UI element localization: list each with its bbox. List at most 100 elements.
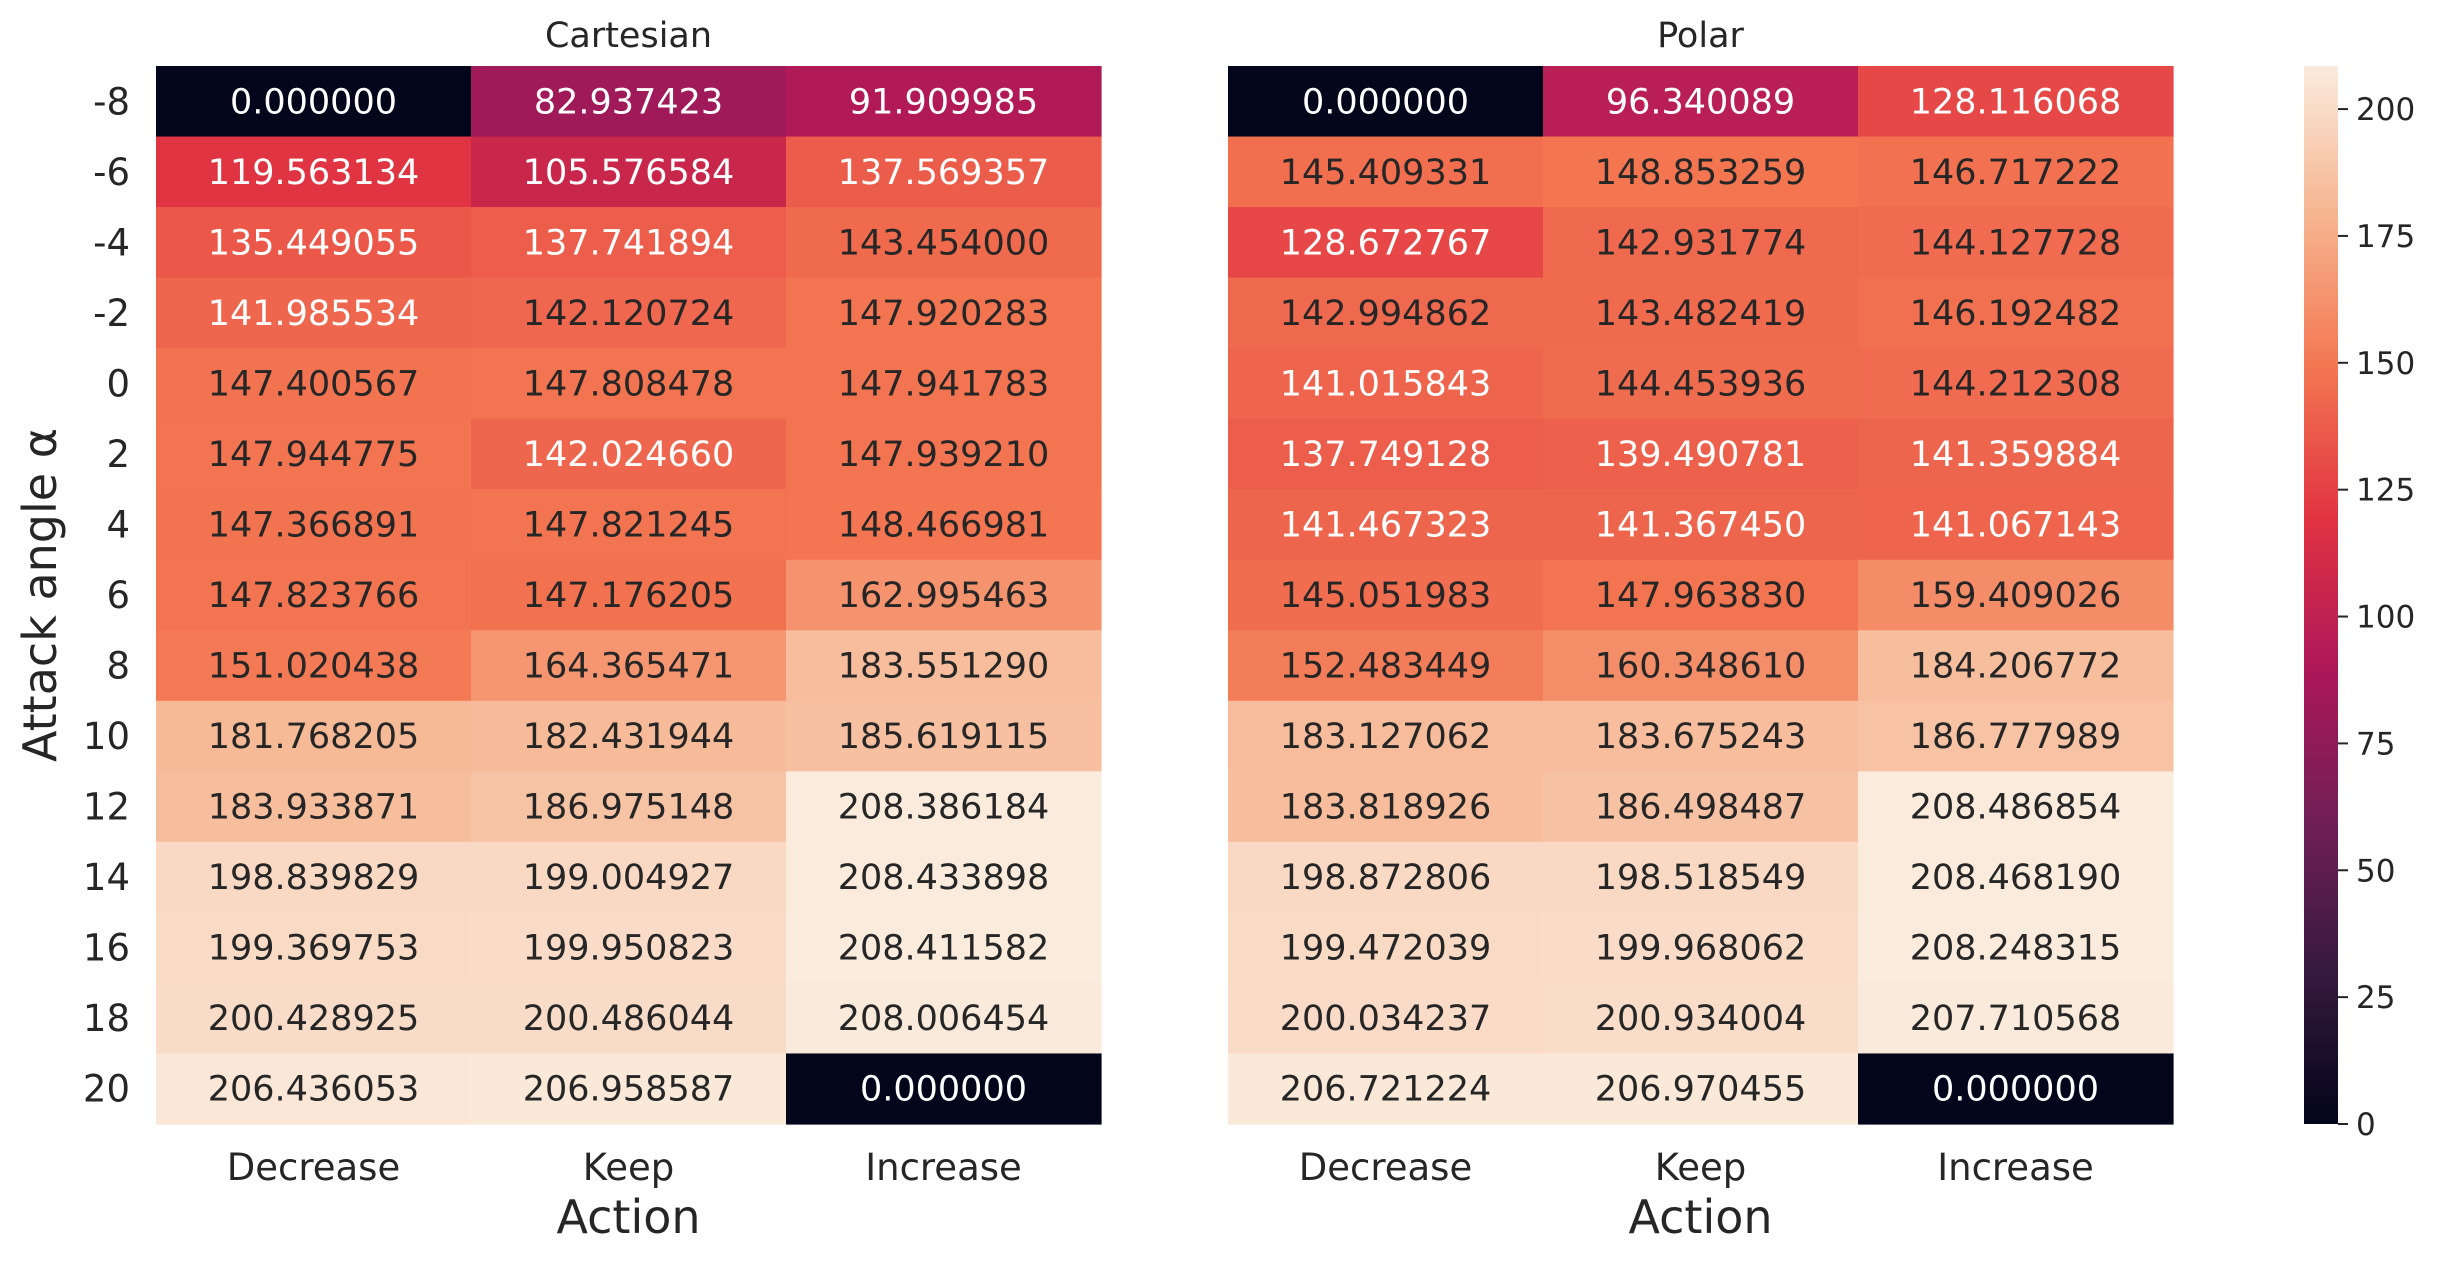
cell-value-label: 143.482419 <box>1595 294 1807 334</box>
heatmap-cell <box>156 559 472 631</box>
heatmap-cell <box>786 912 1102 984</box>
heatmap-cell <box>1228 700 1544 772</box>
cell-value-label: 147.941783 <box>838 364 1050 404</box>
heatmap-cell <box>1858 66 2174 138</box>
cell-value-label: 144.127728 <box>1910 223 2122 263</box>
cell-value-label: 207.710568 <box>1910 999 2122 1039</box>
colorbar-tick-label: 150 <box>2356 346 2415 382</box>
x-tick-label: Keep <box>583 1146 674 1189</box>
heatmap-cell <box>1543 559 1859 631</box>
cell-value-label: 146.717222 <box>1910 153 2122 193</box>
cell-value-label: 145.051983 <box>1280 576 1492 616</box>
y-tick-label: 4 <box>106 503 130 546</box>
y-tick-label: 10 <box>83 715 130 758</box>
heatmap-cell <box>471 207 787 279</box>
cell-value-label: 119.563134 <box>208 153 420 193</box>
heatmap-cell <box>471 277 787 349</box>
heatmap-cell <box>471 489 787 561</box>
cell-value-label: 183.818926 <box>1280 788 1492 828</box>
colorbar-tick-label: 175 <box>2356 219 2415 255</box>
heatmap-cell <box>1228 136 1544 208</box>
cell-value-label: 208.433898 <box>838 858 1050 898</box>
cell-value-label: 137.741894 <box>523 223 735 263</box>
x-axis-label: Action <box>556 1190 700 1244</box>
heatmap-cell <box>786 418 1102 490</box>
cell-value-label: 151.020438 <box>208 647 420 687</box>
colorbar-tick-label: 100 <box>2356 600 2415 636</box>
heatmap-cell <box>471 1053 787 1125</box>
heatmap-cell <box>786 630 1102 702</box>
cell-value-label: 147.821245 <box>523 505 735 545</box>
heatmap-cell <box>471 559 787 631</box>
heatmap-cell <box>786 1053 1102 1125</box>
cell-value-label: 184.206772 <box>1910 647 2122 687</box>
cell-value-label: 139.490781 <box>1595 435 1807 475</box>
cell-value-label: 181.768205 <box>208 717 420 757</box>
cell-value-label: 143.454000 <box>838 223 1050 263</box>
heatmap-cell <box>1543 1053 1859 1125</box>
heatmap-cell <box>1228 418 1544 490</box>
heatmap-cell <box>471 912 787 984</box>
y-tick-label: 0 <box>106 362 130 405</box>
heatmap-cell <box>1858 418 2174 490</box>
heatmap-cell <box>1543 136 1859 208</box>
y-tick-label: 14 <box>83 856 130 899</box>
heatmap-cell <box>471 700 787 772</box>
cell-value-label: 141.985534 <box>208 294 420 334</box>
cell-value-label: 162.995463 <box>838 576 1050 616</box>
heatmap-cell <box>1858 630 2174 702</box>
y-tick-label: -2 <box>93 292 130 335</box>
heatmap-cell <box>1858 136 2174 208</box>
cell-value-label: 200.034237 <box>1280 999 1492 1039</box>
heatmap-cell <box>1858 982 2174 1055</box>
heatmap-cell <box>786 771 1102 843</box>
cell-value-label: 183.127062 <box>1280 717 1492 757</box>
colorbar: 0 25 50 75 100 125 150 175 200 <box>2304 66 2415 1143</box>
x-tick-label: Decrease <box>1299 1146 1472 1189</box>
heatmap-cell <box>1228 982 1544 1055</box>
x-tick-label: Decrease <box>227 1146 400 1189</box>
cell-value-label: 142.994862 <box>1280 294 1492 334</box>
cell-value-label: 199.004927 <box>523 858 735 898</box>
heatmap-cell <box>471 418 787 490</box>
heatmap-cell <box>1858 489 2174 561</box>
cell-value-label: 164.365471 <box>523 647 735 687</box>
y-tick-label: -6 <box>93 151 130 194</box>
heatmap-cell <box>786 982 1102 1055</box>
heatmap-cell <box>1858 559 2174 631</box>
heatmap-cell <box>1543 489 1859 561</box>
heatmap-cell <box>1228 559 1544 631</box>
cell-value-label: 200.428925 <box>208 999 420 1039</box>
x-tick-label: Keep <box>1655 1146 1746 1189</box>
heatmap-cell <box>1228 207 1544 279</box>
cell-value-label: 91.909985 <box>849 82 1038 122</box>
cell-value-label: 199.472039 <box>1280 929 1492 969</box>
heatmap-cell <box>1228 489 1544 561</box>
heatmap-cell <box>1543 700 1859 772</box>
heatmap-cell <box>156 348 472 420</box>
y-tick-label: 18 <box>83 997 130 1040</box>
cell-value-label: 159.409026 <box>1910 576 2122 616</box>
cell-value-label: 152.483449 <box>1280 647 1492 687</box>
cell-value-label: 148.466981 <box>838 505 1050 545</box>
heatmap-cell <box>1543 982 1859 1055</box>
polar-heatmap: 0.000000 96.340089 128.116068 145.409331 148… <box>1228 16 2174 1244</box>
heatmap-cell <box>471 136 787 208</box>
heatmap-cell <box>786 136 1102 208</box>
heatmap-cell <box>786 277 1102 349</box>
cell-value-label: 141.015843 <box>1280 364 1492 404</box>
heatmap-cell <box>1543 771 1859 843</box>
heatmap-cell <box>1858 912 2174 984</box>
y-tick-label: 20 <box>83 1068 130 1111</box>
heatmap-cell <box>1228 912 1544 984</box>
cell-value-label: 198.872806 <box>1280 858 1492 898</box>
heatmap-cell <box>1858 1053 2174 1125</box>
cell-value-label: 145.409331 <box>1280 153 1492 193</box>
cell-value-label: 206.958587 <box>523 1070 735 1110</box>
heatmap-cell <box>156 207 472 279</box>
cell-value-label: 208.468190 <box>1910 858 2122 898</box>
heatmap-cell <box>1228 630 1544 702</box>
cell-value-label: 0.000000 <box>1302 82 1469 122</box>
colorbar-tick-label: 25 <box>2356 980 2395 1016</box>
